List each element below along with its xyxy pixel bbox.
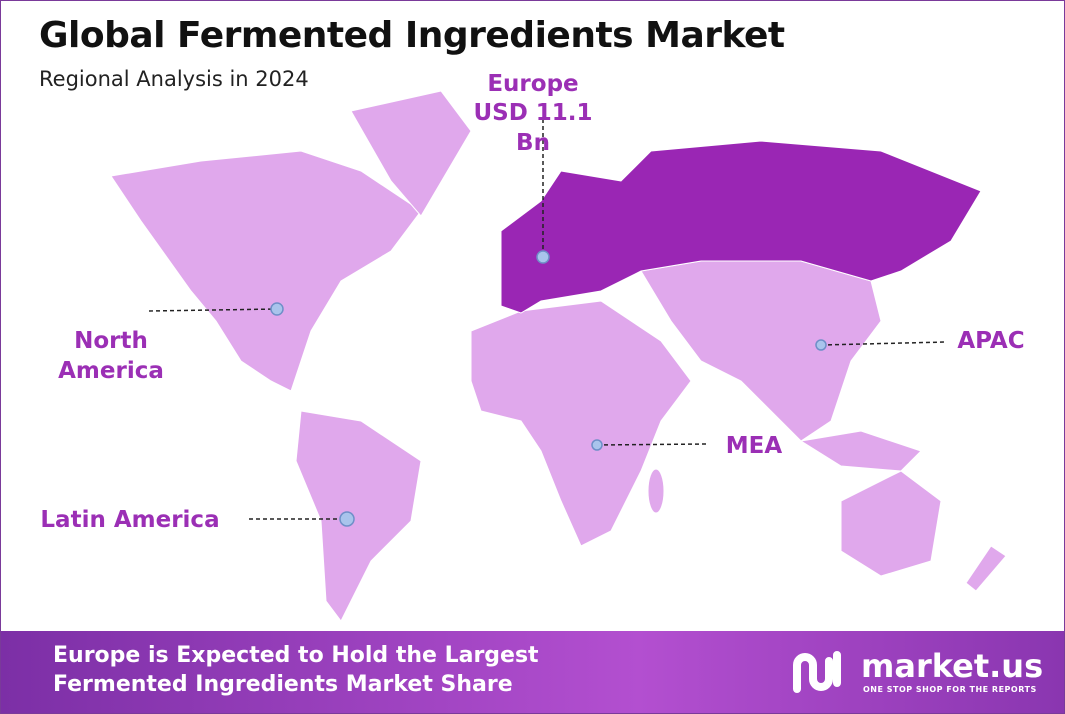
region-label: North America <box>58 328 164 384</box>
logo-icon <box>793 651 841 693</box>
greenland <box>350 90 472 217</box>
africa <box>470 300 692 547</box>
footer-text: Europe is Expected to Hold the Largest F… <box>53 643 539 697</box>
region-label: Europe <box>487 71 579 97</box>
leader-line <box>148 308 278 312</box>
logo-text: market.us <box>861 647 1044 685</box>
marker <box>815 339 827 351</box>
region-label: Latin America <box>40 507 220 533</box>
region-label: MEA <box>725 433 783 459</box>
region-label: APAC <box>957 328 1025 354</box>
new-zealand <box>965 545 1007 592</box>
footer-band: Europe is Expected to Hold the Largest F… <box>1 631 1064 713</box>
marker <box>591 439 603 451</box>
asia <box>640 260 882 442</box>
madagascar <box>647 468 665 514</box>
marker <box>536 250 550 264</box>
subtitle: Regional Analysis in 2024 <box>39 67 309 91</box>
australia <box>840 470 942 577</box>
south-america <box>295 410 422 622</box>
southeast-asia <box>799 430 922 472</box>
title: Global Fermented Ingredients Market <box>39 15 785 56</box>
world-map <box>110 90 1007 622</box>
north-america <box>110 150 422 392</box>
region-value: USD 11.1 Bn <box>473 100 593 156</box>
europe-russia <box>500 140 982 314</box>
marker <box>270 302 284 316</box>
logo-tagline: ONE STOP SHOP FOR THE REPORTS <box>863 685 1037 694</box>
marker <box>339 511 355 527</box>
